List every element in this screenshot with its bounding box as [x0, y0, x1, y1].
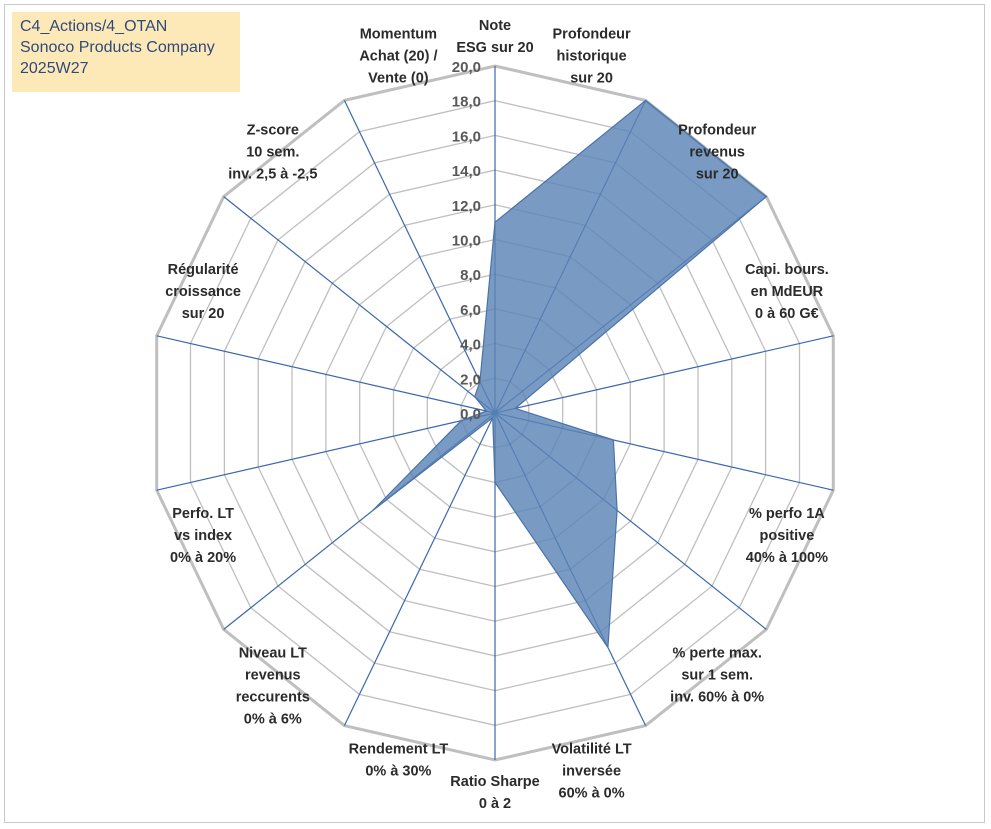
- axis-label-line: historique: [557, 48, 627, 64]
- axis-label-line: reccurents: [236, 689, 310, 705]
- axis-label-line: % perte max.: [672, 645, 761, 661]
- tick-label: 20,0: [452, 59, 481, 76]
- axis-label: Profondeur historique sur 20: [553, 26, 631, 86]
- axis-label-line: ESG sur 20: [456, 40, 533, 56]
- axis-label-line: 40% à 100%: [746, 550, 828, 566]
- axis-label-line: sur 20: [570, 70, 613, 86]
- axis-label-line: sur 20: [182, 306, 225, 322]
- axis-label-line: 0 à 2: [479, 796, 511, 812]
- tick-label: 2,0: [460, 371, 481, 388]
- axis-label-line: 0% à 30%: [365, 764, 431, 780]
- axis-label-line: inv. 60% à 0%: [670, 689, 764, 705]
- axis-label-line: sur 20: [696, 167, 739, 183]
- axis-label-line: Capi. bours.: [745, 262, 829, 278]
- tick-label: 8,0: [460, 267, 481, 284]
- tick-label: 14,0: [452, 163, 481, 180]
- axis-label: Perfo. LT vs index 0% à 20%: [170, 506, 236, 566]
- axis-label-line: 0% à 20%: [170, 550, 236, 566]
- axis-label-line: Z-score: [247, 123, 299, 139]
- axis-label-line: en MdEUR: [751, 284, 824, 300]
- axis-label-line: Vente (0): [368, 70, 429, 86]
- axis-label-line: Niveau LT: [239, 645, 307, 661]
- axis-label: Niveau LT revenus reccurents 0% à 6%: [236, 645, 310, 727]
- axis-label-line: inv. 2,5 à -2,5: [228, 167, 317, 183]
- axis-label: Z-score 10 sem. inv. 2,5 à -2,5: [228, 123, 317, 183]
- axis-label-line: Momentum: [360, 26, 437, 42]
- axis-label-line: Régularité: [168, 262, 239, 278]
- axis-label-line: Note: [479, 18, 511, 34]
- axis-label: % perfo 1A positive 40% à 100%: [746, 506, 828, 566]
- chart-info-box: C4_Actions/4_OTAN Sonoco Products Compan…: [12, 12, 240, 92]
- axis-label: Profondeur revenus sur 20: [678, 123, 756, 183]
- tick-label: 6,0: [460, 302, 481, 319]
- tick-label: 18,0: [452, 94, 481, 111]
- axis-label: Rendement LT 0% à 30%: [349, 742, 449, 780]
- axis-label: Momentum Achat (20) / Vente (0): [359, 26, 437, 86]
- axis-label-line: sur 1 sem.: [681, 667, 753, 683]
- info-line-week: 2025W27: [20, 60, 89, 77]
- axis-spoke: [343, 100, 496, 414]
- radar-axis-labels: Note ESG sur 20 Profondeur historique sur 20…: [165, 18, 829, 812]
- axis-label-line: % perfo 1A: [749, 506, 825, 522]
- axis-label-line: Profondeur: [553, 26, 631, 42]
- axis-label-line: Rendement LT: [349, 742, 449, 758]
- axis-label: % perte max. sur 1 sem. inv. 60% à 0%: [670, 645, 764, 705]
- tick-label: 16,0: [452, 128, 481, 145]
- tick-label: 12,0: [452, 198, 481, 215]
- axis-label-line: Profondeur: [678, 123, 756, 139]
- axis-spoke: [343, 412, 496, 726]
- axis-label-line: 10 sem.: [246, 145, 299, 161]
- axis-label-line: 60% à 0%: [559, 786, 625, 802]
- axis-label-line: inversée: [562, 764, 621, 780]
- axis-label-line: revenus: [245, 667, 301, 683]
- axis-spoke: [156, 412, 496, 491]
- axis-label: Note ESG sur 20: [456, 18, 533, 56]
- axis-label-line: positive: [760, 528, 815, 544]
- tick-label: 4,0: [460, 337, 481, 354]
- axis-spoke: [223, 196, 496, 414]
- radar-series: [372, 99, 768, 650]
- axis-label: Capi. bours. en MdEUR 0 à 60 G€: [745, 262, 829, 322]
- axis-label-line: vs index: [174, 528, 232, 544]
- info-line-company: Sonoco Products Company: [20, 39, 215, 56]
- axis-label-line: Achat (20) /: [359, 48, 437, 64]
- axis-spoke: [494, 335, 834, 414]
- series-area: [372, 99, 768, 650]
- axis-label-line: Ratio Sharpe: [450, 774, 539, 790]
- radar-tick-labels: 0,0 2,0 4,0 6,0 8,0 10,0 12,0 14,0 16,0 18,0 20,0: [452, 59, 481, 423]
- axis-label-line: Volatilité LT: [552, 742, 632, 758]
- tick-label: 0,0: [460, 406, 481, 423]
- axis-label: Régularité croissance sur 20: [165, 262, 241, 322]
- axis-label-line: 0% à 6%: [244, 711, 302, 727]
- axis-label-line: revenus: [689, 145, 745, 161]
- axis-label-line: 0 à 60 G€: [755, 306, 819, 322]
- info-line-category: C4_Actions/4_OTAN: [20, 18, 168, 35]
- axis-label: Volatilité LT inversée 60% à 0%: [552, 742, 632, 802]
- axis-spoke: [156, 335, 496, 414]
- axis-label-line: croissance: [165, 284, 241, 300]
- axis-label-line: Perfo. LT: [172, 506, 234, 522]
- axis-label: Ratio Sharpe 0 à 2: [450, 774, 539, 812]
- tick-label: 10,0: [452, 233, 481, 250]
